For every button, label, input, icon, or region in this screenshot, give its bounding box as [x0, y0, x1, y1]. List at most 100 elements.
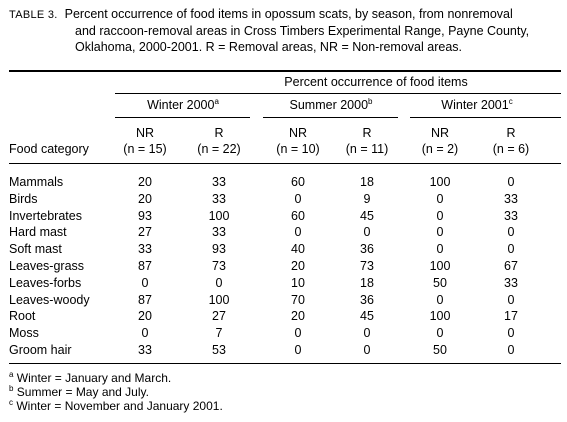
food-category-cell: Mammals	[9, 175, 64, 189]
table-row: Mammals 20 33 60 18 100 0	[0, 175, 567, 191]
value-cell: 53	[212, 343, 226, 357]
season-header-winter-2001: Winter 2001c	[441, 96, 513, 112]
value-cell: 60	[291, 208, 305, 223]
value-cell: 0	[141, 275, 149, 290]
caption-line-3: Oklahoma, 2000-2001. R = Removal areas, …	[75, 40, 462, 54]
season-rule-2	[263, 117, 398, 118]
value-cell: 0	[436, 292, 444, 307]
group-rule	[115, 93, 561, 94]
food-category-cell: Groom hair	[9, 343, 72, 357]
value-cell: 45	[360, 208, 374, 223]
table-row: Birds 20 33 0 9 0 33	[0, 192, 567, 208]
value-cell: 33	[212, 175, 226, 189]
food-category-header: Food category	[9, 142, 89, 156]
value-cell: 36	[360, 292, 374, 307]
value-cell: 18	[360, 175, 374, 189]
table-caption: TABLE 3. Percent occurrence of food item…	[9, 6, 561, 55]
value-cell: 87	[138, 259, 152, 273]
value-cell: 17	[504, 309, 518, 324]
value-cell: 93	[138, 208, 152, 223]
value-cell: 27	[138, 225, 152, 240]
footnote: a Winter = January and March.	[9, 370, 172, 385]
table-row: Leaves-grass 87 73 20 73 100 67	[0, 259, 567, 275]
value-cell: 33	[138, 343, 152, 357]
value-cell: 0	[507, 326, 515, 341]
value-cell: 18	[360, 275, 374, 290]
value-cell: 33	[504, 208, 518, 223]
header-rule	[9, 163, 561, 164]
col-header-n: (n = 10)	[276, 142, 320, 156]
footnote: c Winter = November and January 2001.	[9, 398, 223, 413]
value-cell: 36	[360, 242, 374, 257]
value-cell: 70	[291, 292, 305, 307]
value-cell: 100	[429, 259, 451, 273]
value-cell: 100	[429, 309, 451, 324]
bottom-rule	[9, 363, 561, 364]
value-cell: 40	[291, 242, 305, 257]
value-cell: 33	[138, 242, 152, 257]
table-row: Leaves-woody 87 100 70 36 0 0	[0, 293, 567, 309]
value-cell: 20	[138, 175, 152, 189]
value-cell: 0	[294, 225, 302, 240]
value-cell: 0	[507, 225, 515, 240]
value-cell: 45	[360, 309, 374, 324]
value-cell: 73	[360, 259, 374, 273]
value-cell: 0	[507, 292, 515, 307]
col-header-n: (n = 11)	[345, 142, 389, 156]
season-rule-3	[410, 117, 561, 118]
value-cell: 0	[141, 326, 149, 341]
food-category-cell: Leaves-forbs	[9, 275, 82, 290]
table-row: Soft mast 33 93 40 36 0 0	[0, 242, 567, 258]
value-cell: 0	[294, 191, 302, 206]
table-row: Root 20 27 20 45 100 17	[0, 309, 567, 325]
value-cell: 60	[291, 175, 305, 189]
food-category-cell: Hard mast	[9, 225, 67, 240]
value-cell: 100	[208, 292, 230, 307]
value-cell: 73	[212, 259, 226, 273]
table-label: TABLE 3.	[9, 9, 58, 21]
value-cell: 0	[363, 343, 371, 357]
col-header-code: R	[214, 126, 224, 140]
col-header-n: (n = 22)	[197, 142, 241, 156]
season-header-summer-2000: Summer 2000b	[289, 96, 373, 112]
value-cell: 9	[363, 191, 371, 206]
col-header-n: (n = 2)	[421, 142, 459, 156]
table-row: Invertebrates 93 100 60 45 0 33	[0, 209, 567, 225]
value-cell: 0	[507, 242, 515, 257]
value-cell: 0	[215, 275, 223, 290]
value-cell: 0	[436, 326, 444, 341]
season-rule-1	[115, 117, 250, 118]
table-row: Moss 0 7 0 0 0 0	[0, 326, 567, 342]
value-cell: 87	[138, 292, 152, 307]
col-header-code: R	[506, 126, 516, 140]
food-category-cell: Leaves-woody	[9, 292, 90, 307]
value-cell: 0	[436, 225, 444, 240]
value-cell: 50	[433, 275, 447, 290]
value-cell: 7	[215, 326, 223, 341]
value-cell: 0	[436, 191, 444, 206]
group-title: Percent occurrence of food items	[284, 75, 468, 89]
table-row: Hard mast 27 33 0 0 0 0	[0, 225, 567, 241]
value-cell: 100	[208, 208, 230, 223]
table-row: Leaves-forbs 0 0 10 18 50 33	[0, 276, 567, 292]
value-cell: 20	[291, 259, 305, 273]
col-header-n: (n = 6)	[492, 142, 530, 156]
col-header-code: NR	[288, 126, 308, 140]
value-cell: 0	[436, 208, 444, 223]
col-header-code: R	[362, 126, 372, 140]
value-cell: 20	[291, 309, 305, 324]
footnote: b Summer = May and July.	[9, 384, 149, 399]
value-cell: 27	[212, 309, 226, 324]
caption-line-2: and raccoon-removal areas in Cross Timbe…	[75, 24, 530, 38]
value-cell: 33	[212, 225, 226, 240]
value-cell: 93	[212, 242, 226, 257]
food-category-cell: Moss	[9, 326, 39, 341]
value-cell: 50	[433, 343, 447, 357]
value-cell: 0	[507, 175, 515, 189]
food-category-cell: Birds	[9, 191, 38, 206]
value-cell: 10	[291, 275, 305, 290]
value-cell: 33	[504, 275, 518, 290]
value-cell: 20	[138, 191, 152, 206]
value-cell: 0	[363, 225, 371, 240]
table-row: Groom hair 33 53 0 0 50 0	[0, 343, 567, 359]
